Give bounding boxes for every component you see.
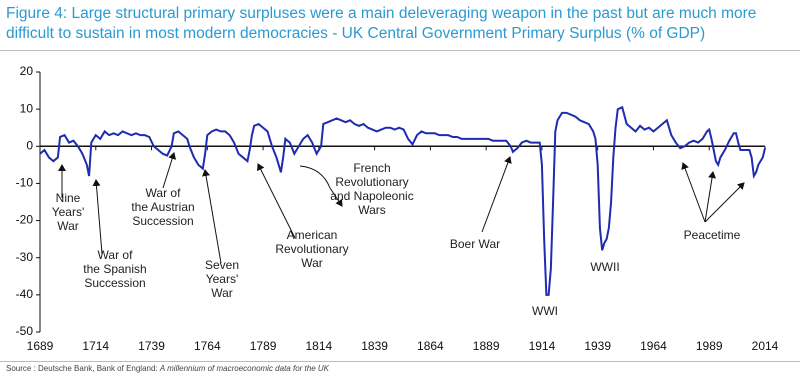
source-title: A millennium of macroeconomic data for t… (159, 364, 329, 373)
line (39, 105, 766, 296)
y-tick-label: -20 (16, 213, 34, 227)
annotation: Boer War (450, 237, 500, 251)
annotation: Succession (132, 214, 193, 228)
arrow (704, 171, 717, 223)
x-tick-label: 1764 (194, 339, 221, 353)
annotation: Years' (206, 272, 239, 286)
x-tick-label: 1989 (696, 339, 723, 353)
arrow (681, 162, 706, 223)
x-tick-label: 1839 (361, 339, 388, 353)
annotation: Seven (205, 258, 239, 272)
x-tick-label: 1864 (417, 339, 444, 353)
x-tick-label: 1739 (138, 339, 165, 353)
arrow (329, 187, 343, 207)
separator (0, 50, 800, 51)
y-tick-label: -10 (16, 176, 34, 190)
source-label: Source : Deutsche Bank, Bank of England: (6, 364, 160, 373)
annotation: Peacetime (684, 228, 741, 242)
arrow (92, 179, 103, 255)
x-tick-label: 1714 (82, 339, 109, 353)
arrow (704, 182, 745, 223)
separator (0, 361, 800, 362)
x-tick-label: 1789 (250, 339, 277, 353)
annotation: French (353, 161, 390, 175)
x-tick-label: 2014 (752, 339, 779, 353)
annotation: the Spanish (83, 262, 146, 276)
arrow (202, 169, 222, 264)
arrow (257, 163, 296, 239)
arrow (481, 156, 512, 233)
annotation: American (287, 228, 338, 242)
annotation: War (57, 219, 79, 233)
annotation: Nine (56, 191, 81, 205)
x-tick-label: 1914 (529, 339, 556, 353)
annotation: War (301, 256, 323, 270)
chart: -50 -40 -30 -20 -10 0 10 20 1689 1714 1739 1764 1789… (16, 64, 779, 353)
annotation: Wars (358, 203, 386, 217)
y-tick-label: 20 (20, 64, 34, 78)
y-tick-label: 10 (20, 101, 34, 115)
annotation: WWI (532, 304, 558, 318)
y-tick-label: 0 (26, 138, 33, 152)
y-tick-label: -50 (16, 324, 34, 338)
x-tick-label: 1814 (305, 339, 332, 353)
arrow (162, 152, 177, 189)
annotation: War (211, 286, 233, 300)
y-tick-label: -30 (16, 250, 34, 264)
bracket (299, 165, 331, 189)
chart-title: Figure 4: Large structural primary surpl… (6, 5, 757, 42)
x-tick-label: 1964 (640, 339, 667, 353)
annotation: and Napoleonic (330, 189, 413, 203)
x-tick-label: 1889 (473, 339, 500, 353)
annotation: War of (98, 248, 134, 262)
annotation: Revolutionary (335, 175, 408, 189)
annotation: WWII (590, 260, 619, 274)
annotation: Years' (52, 205, 85, 219)
source: Source : Deutsche Bank, Bank of England:… (6, 364, 329, 373)
annotation: War of (146, 186, 182, 200)
annotation: the Austrian (131, 200, 194, 214)
x-tick-label: 1939 (584, 339, 611, 353)
annotation: Revolutionary (275, 242, 348, 256)
y-tick-label: -40 (16, 287, 34, 301)
x-tick-label: 1689 (27, 339, 54, 353)
annotation: Succession (84, 276, 145, 290)
